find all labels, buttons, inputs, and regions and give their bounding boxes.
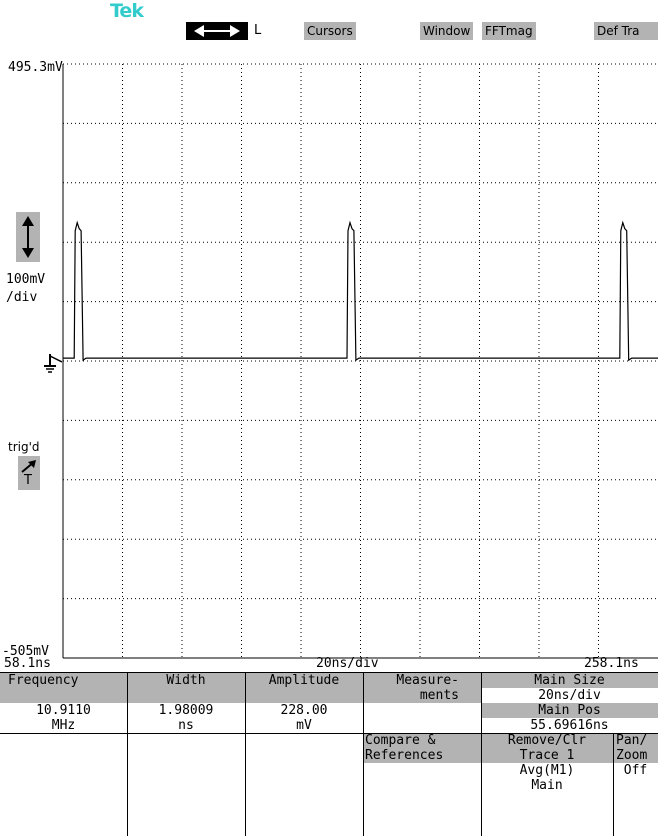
- compare-line2: References: [365, 748, 444, 763]
- graticule: [62, 63, 658, 659]
- table-grid-lines: [0, 673, 658, 836]
- double-arrow-vertical-icon: [22, 216, 34, 258]
- waveform-display[interactable]: [0, 0, 658, 670]
- frequency-value: 10.9110: [36, 703, 91, 718]
- amplitude-value-cell: 228.00 mV: [245, 703, 363, 733]
- pan-line1: Pan/: [616, 733, 648, 748]
- measurements-line1: Measure-: [396, 673, 459, 688]
- width-value: 1.98009: [158, 703, 214, 718]
- trigger-marker[interactable]: T: [18, 456, 40, 490]
- frequency-unit: MHz: [51, 718, 76, 733]
- remove-line2: Trace 1: [519, 748, 575, 763]
- width-unit: ns: [178, 718, 194, 733]
- trigger-status: trig'd: [8, 440, 40, 454]
- main-pos-value: 55.69616ns: [481, 718, 658, 733]
- measurements-line2: ments: [419, 688, 459, 703]
- remove-clr-trace-button[interactable]: Remove/Clr Trace 1: [481, 733, 613, 763]
- y-top-label: 495.3mV: [8, 60, 63, 75]
- remove-line3: Avg(M1): [519, 763, 575, 778]
- trigger-arrow-icon: [21, 460, 36, 473]
- volts-per-div-unit: /div: [6, 290, 38, 305]
- main-pos-label[interactable]: Main Pos: [481, 703, 658, 718]
- measurement-panel: Frequency Width Amplitude Measure- ments…: [0, 672, 658, 836]
- compare-line1: Compare &: [365, 733, 436, 748]
- compare-references-button[interactable]: Compare & References: [363, 733, 481, 763]
- cursors-button[interactable]: Cursors: [304, 22, 356, 40]
- remove-line4: Main: [531, 778, 563, 793]
- remove-line1: Remove/Clr: [507, 733, 587, 748]
- ground-marker-icon: [44, 354, 62, 373]
- def-tra-button[interactable]: Def Tra: [594, 22, 658, 40]
- width-header[interactable]: Width: [127, 673, 245, 703]
- window-button[interactable]: Window: [420, 22, 474, 40]
- y-bottom-label: -505mV: [2, 644, 49, 659]
- frequency-header[interactable]: Frequency: [0, 673, 127, 703]
- amplitude-value: 228.00: [280, 703, 328, 718]
- trigger-T-label: T: [24, 473, 32, 488]
- vertical-scale-button[interactable]: [16, 212, 40, 262]
- amplitude-unit: mV: [296, 718, 312, 733]
- main-size-value: 20ns/div: [481, 688, 658, 703]
- left-label: L: [254, 23, 262, 38]
- volts-per-div-value: 100mV: [6, 272, 46, 287]
- measurements-button[interactable]: Measure- ments: [363, 673, 481, 703]
- main-size-label[interactable]: Main Size: [481, 673, 658, 688]
- frequency-value-cell: 10.9110 MHz: [0, 703, 127, 733]
- horizontal-scroll-button[interactable]: [186, 22, 248, 40]
- pan-line2: Zoom: [616, 748, 648, 763]
- fftmag-button[interactable]: FFTmag: [482, 22, 536, 40]
- remove-trace-value: Avg(M1) Main: [481, 763, 613, 793]
- amplitude-header[interactable]: Amplitude: [245, 673, 363, 703]
- x-right-label: 258.1ns: [584, 656, 639, 671]
- x-left-label: 58.1ns: [4, 656, 51, 671]
- pan-zoom-value: Off: [613, 763, 658, 778]
- tek-logo: Tek: [110, 0, 144, 22]
- width-value-cell: 1.98009 ns: [127, 703, 245, 733]
- x-timebase-label: 20ns/div: [316, 656, 379, 671]
- pan-zoom-button[interactable]: Pan/ Zoom: [613, 733, 658, 763]
- waveform-trace: [63, 220, 658, 362]
- double-arrow-horizontal-icon: [194, 25, 240, 37]
